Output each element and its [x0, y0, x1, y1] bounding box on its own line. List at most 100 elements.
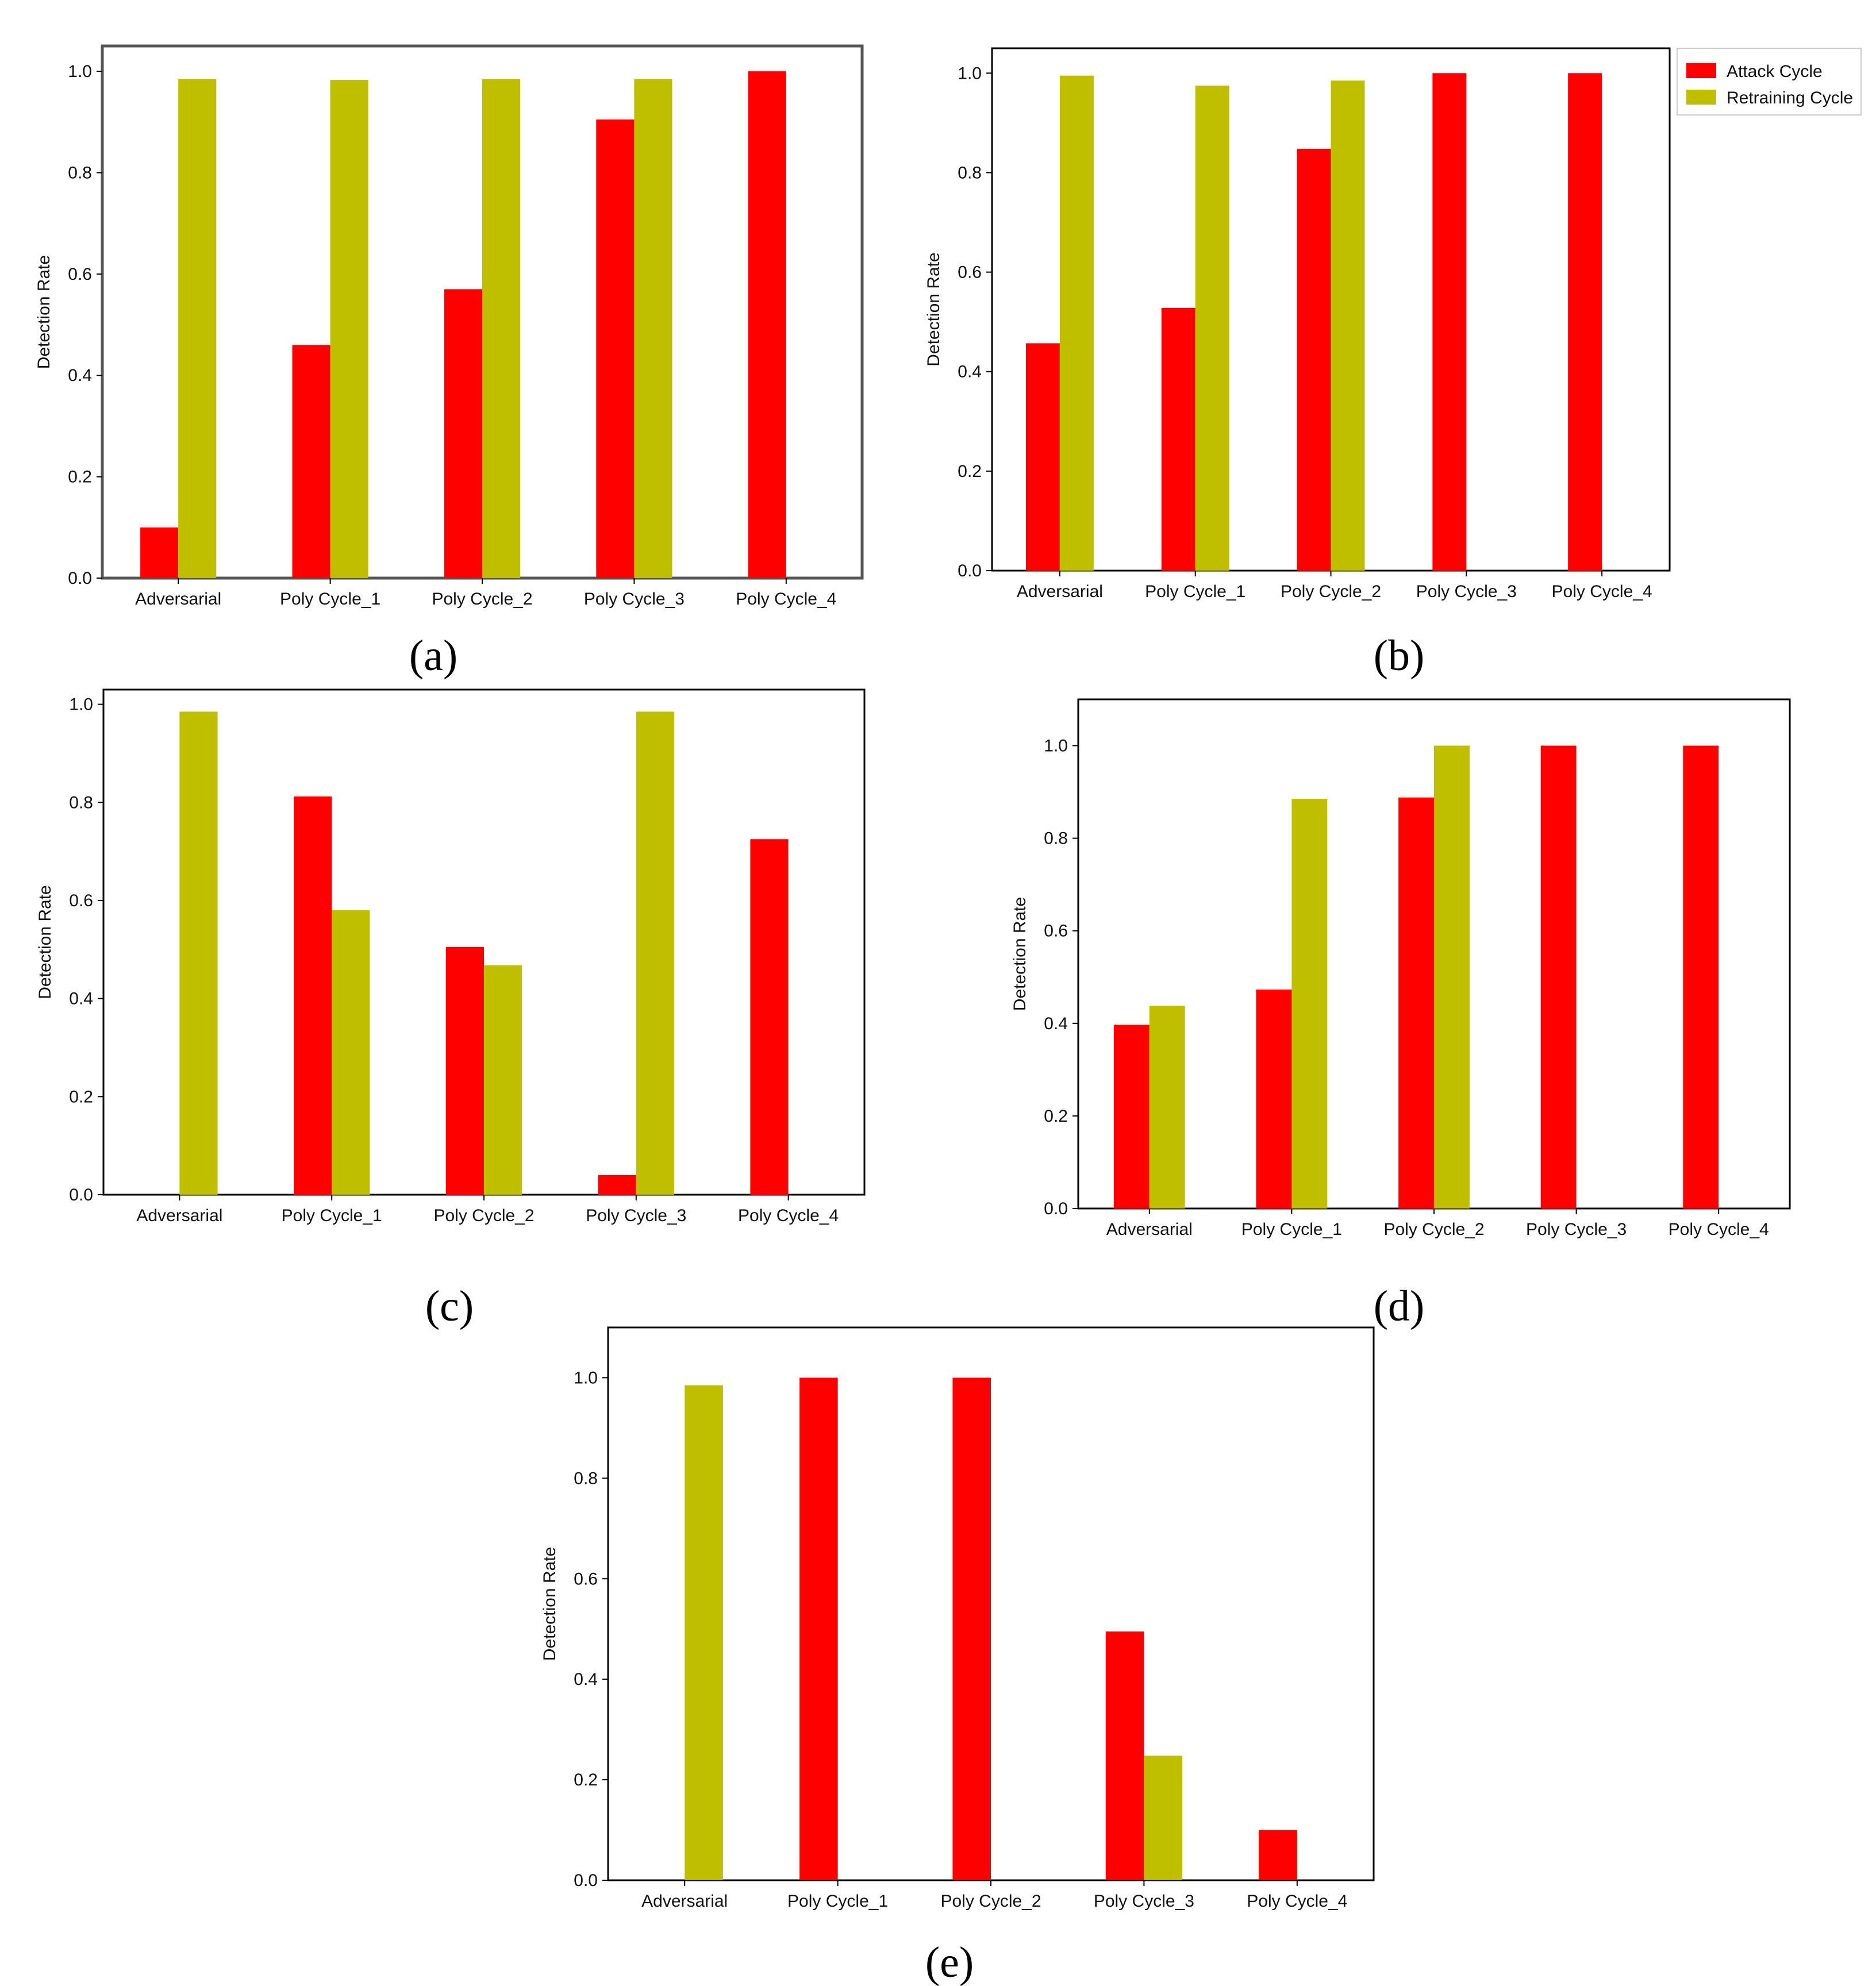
bar-attack-cycle-3 [596, 119, 635, 578]
y-tick-label: 0.0 [68, 569, 92, 588]
chart-c: 0.0 0.2 0.4 0.6 0.8 1.0 Detection Rate Adversar… [36, 688, 866, 1330]
y-tick-label: 0.2 [69, 1087, 93, 1106]
x-tick-label: Poly Cycle_2 [1281, 582, 1381, 601]
y-tick-label: 0.6 [69, 891, 93, 910]
bar-attack-cycle-2 [445, 947, 484, 1195]
bar-attack-cycle-0 [1025, 343, 1060, 571]
y-tick-label: 0.6 [68, 265, 92, 284]
bar-attack-cycle-1 [1256, 990, 1292, 1208]
y-tick-label: 0.6 [1044, 922, 1068, 941]
bar-retraining-cycle-0 [179, 711, 218, 1195]
x-tick-label: Poly Cycle_4 [738, 1206, 839, 1225]
bar-retraining-cycle-1 [1195, 85, 1229, 571]
x-tick-label: Poly Cycle_4 [736, 590, 836, 609]
bar-retraining-cycle-0 [178, 79, 217, 579]
x-tick-label: Poly Cycle_1 [1145, 582, 1245, 601]
y-tick-label: 1.0 [574, 1368, 598, 1387]
x-tick-label: Poly Cycle_4 [1247, 1892, 1347, 1911]
y-tick-label: 0.2 [958, 462, 982, 481]
y-axis-title: Detection Rate [540, 1547, 559, 1661]
y-tick-label: 0.4 [68, 366, 92, 385]
x-tick-label: Poly Cycle_3 [1526, 1220, 1627, 1239]
bar-attack-cycle-4 [750, 839, 789, 1195]
x-tick-label: Adversarial [641, 1892, 728, 1911]
bar-retraining-cycle-3 [1144, 1756, 1182, 1880]
bar-attack-cycle-2 [444, 289, 482, 578]
bar-attack-cycle-1 [799, 1377, 838, 1880]
y-tick-label: 0.8 [69, 793, 93, 812]
bar-attack-cycle-2 [1398, 797, 1434, 1208]
y-axis-title: Detection Rate [34, 255, 53, 369]
y-axis-title: Detection Rate [924, 252, 943, 366]
y-tick-label: 0.0 [69, 1186, 93, 1204]
bar-retraining-cycle-1 [330, 80, 368, 578]
bar-attack-cycle-1 [292, 345, 330, 578]
y-tick-label: 0.4 [69, 990, 93, 1009]
bar-attack-cycle-4 [1259, 1830, 1297, 1880]
y-axis-title: Detection Rate [1010, 897, 1029, 1011]
y-tick-label: 0.4 [958, 363, 982, 382]
panel-label: (b) [1374, 632, 1425, 680]
bar-attack-cycle-4 [1683, 745, 1719, 1208]
x-tick-label: Adversarial [136, 1206, 222, 1225]
y-tick-label: 0.6 [574, 1569, 598, 1588]
x-tick-label: Poly Cycle_1 [787, 1892, 888, 1911]
x-tick-label: Poly Cycle_1 [282, 1206, 382, 1225]
bar-attack-cycle-4 [1568, 73, 1602, 571]
y-tick-label: 0.8 [1044, 829, 1068, 848]
bar-retraining-cycle-1 [1291, 799, 1328, 1208]
bar-retraining-cycle-2 [484, 965, 522, 1195]
x-tick-label: Poly Cycle_1 [1241, 1220, 1342, 1239]
y-tick-label: 0.8 [574, 1469, 598, 1488]
chart-e: 0.0 0.2 0.4 0.6 0.8 1.0 Detection Rate Adversar… [540, 1326, 1375, 1986]
bar-attack-cycle-0 [140, 527, 179, 578]
y-tick-label: 0.4 [1044, 1014, 1068, 1033]
y-tick-label: 1.0 [68, 62, 92, 81]
bar-attack-cycle-2 [1297, 148, 1331, 571]
bar-retraining-cycle-0 [685, 1385, 723, 1880]
x-tick-label: Poly Cycle_2 [1383, 1220, 1484, 1239]
bar-attack-cycle-0 [1113, 1025, 1150, 1208]
y-tick-label: 1.0 [1044, 737, 1068, 756]
legend-swatch-attack-cycle [1686, 63, 1716, 78]
legend-label-attack-cycle: Attack Cycle [1727, 62, 1823, 81]
bar-retraining-cycle-2 [482, 79, 521, 579]
bar-attack-cycle-3 [598, 1175, 636, 1195]
chart-b: 0.0 0.2 0.4 0.6 0.8 1.0 Detection Rate Adversar… [924, 47, 1671, 680]
panel-label: (c) [425, 1282, 474, 1330]
bar-attack-cycle-1 [1161, 307, 1195, 571]
x-tick-label: Poly Cycle_3 [584, 590, 685, 609]
x-tick-label: Poly Cycle_1 [280, 590, 380, 609]
bar-retraining-cycle-3 [636, 711, 674, 1195]
bar-retraining-cycle-2 [1331, 80, 1365, 571]
x-tick-label: Poly Cycle_3 [1094, 1892, 1194, 1911]
y-tick-label: 0.2 [68, 468, 92, 487]
legend-swatch-retraining-cycle [1686, 90, 1716, 105]
panel-label: (e) [925, 1938, 974, 1986]
y-tick-label: 0.0 [574, 1871, 598, 1890]
panel-label: (a) [409, 632, 458, 680]
bar-retraining-cycle-0 [1059, 75, 1094, 571]
y-tick-label: 0.8 [68, 163, 92, 182]
bar-attack-cycle-3 [1540, 745, 1577, 1208]
x-tick-label: Poly Cycle_2 [940, 1892, 1041, 1911]
legend: Attack Cycle Retraining Cycle [1677, 48, 1862, 116]
x-tick-label: Poly Cycle_3 [586, 1206, 686, 1225]
x-tick-label: Poly Cycle_3 [1416, 582, 1517, 601]
x-tick-label: Poly Cycle_4 [1552, 582, 1652, 601]
bar-attack-cycle-1 [294, 796, 332, 1195]
y-tick-label: 0.8 [958, 163, 982, 182]
y-tick-label: 0.2 [574, 1771, 598, 1789]
bar-retraining-cycle-0 [1149, 1006, 1185, 1208]
bar-attack-cycle-4 [748, 71, 786, 579]
y-tick-label: 0.2 [1044, 1107, 1068, 1126]
x-tick-label: Poly Cycle_2 [432, 590, 532, 609]
bar-retraining-cycle-3 [634, 79, 672, 579]
legend-label-retraining-cycle: Retraining Cycle [1727, 88, 1853, 107]
y-tick-label: 0.0 [1044, 1199, 1068, 1218]
x-tick-label: Adversarial [135, 590, 221, 609]
x-tick-label: Poly Cycle_4 [1669, 1220, 1769, 1239]
bar-attack-cycle-3 [1432, 73, 1467, 571]
y-tick-label: 1.0 [69, 695, 93, 714]
bar-attack-cycle-3 [1105, 1631, 1144, 1880]
